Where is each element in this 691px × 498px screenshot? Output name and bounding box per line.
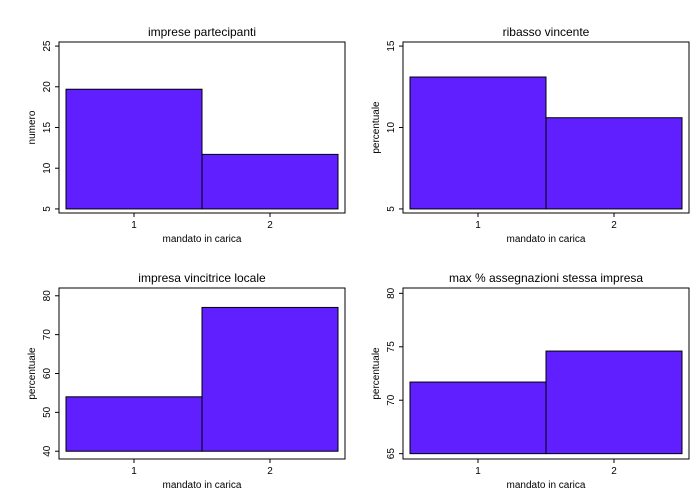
y-axis-label: percentuale [27, 347, 38, 400]
x-tick-label: 2 [267, 220, 273, 231]
bar-2 [545, 117, 683, 210]
chart-panel-4: 1 2 65 70 75 80 max % assegnazioni stessa impr… [371, 271, 690, 491]
y-tick-label: 80 [42, 290, 53, 302]
y-tick-label: 5 [386, 206, 397, 212]
chart-panel-3: 1 2 40 50 60 70 80 impresa vincitrice locale man… [27, 271, 346, 491]
chart-panel-2: 1 2 5 10 15 ribasso vincente mandato in carica… [371, 25, 690, 245]
y-tick-label: 60 [42, 368, 53, 380]
x-tick-label: 2 [611, 220, 617, 231]
y-axis-label: percentuale [371, 101, 382, 154]
bar-1 [65, 88, 203, 210]
x-axis-label: mandato in carica [163, 480, 242, 491]
y-tick-label: 20 [42, 81, 53, 93]
bar-1 [65, 396, 203, 452]
x-tick-label: 1 [131, 466, 137, 477]
bar-2 [201, 153, 339, 210]
y-tick-label: 25 [42, 40, 53, 52]
x-axis-label: mandato in carica [163, 234, 242, 245]
bar-2 [545, 350, 683, 455]
panel-title: ribasso vincente [503, 25, 590, 39]
y-tick-label: 70 [42, 329, 53, 341]
panel-title: max % assegnazioni stessa impresa [449, 271, 643, 285]
x-tick-label: 1 [131, 220, 137, 231]
y-tick-label: 75 [386, 341, 397, 353]
y-tick-label: 10 [42, 162, 53, 174]
y-axis-label: percentuale [371, 347, 382, 400]
x-tick-label: 1 [475, 220, 481, 231]
bar-1 [409, 381, 547, 455]
y-tick-label: 70 [386, 394, 397, 406]
panel-title: impresa vincitrice locale [138, 271, 266, 285]
x-axis-label: mandato in carica [507, 480, 586, 491]
x-axis-label: mandato in carica [507, 234, 586, 245]
y-tick-label: 5 [42, 206, 53, 212]
y-tick-label: 40 [42, 445, 53, 457]
x-tick-label: 2 [611, 466, 617, 477]
y-tick-label: 10 [386, 122, 397, 134]
y-axis-label: numero [27, 110, 38, 144]
x-tick-label: 2 [267, 466, 273, 477]
y-tick-label: 15 [42, 122, 53, 134]
y-tick-label: 50 [42, 406, 53, 418]
y-tick-label: 15 [386, 40, 397, 52]
y-tick-label: 65 [386, 448, 397, 460]
x-tick-label: 1 [475, 466, 481, 477]
y-tick-label: 80 [386, 287, 397, 299]
bar-2 [201, 306, 339, 452]
panel-title: imprese partecipanti [148, 25, 256, 39]
bar-1 [409, 76, 547, 210]
